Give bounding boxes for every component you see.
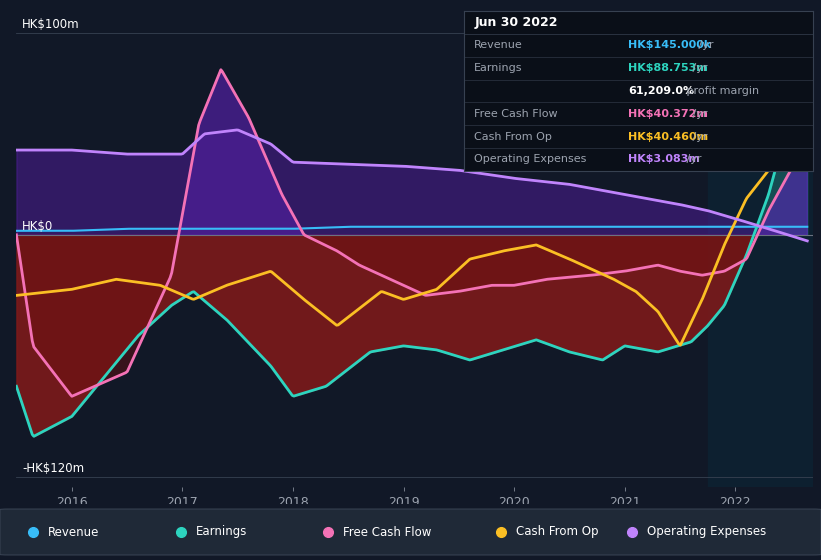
Text: Earnings: Earnings [475, 63, 523, 73]
Text: Earnings: Earnings [195, 525, 247, 539]
Text: Revenue: Revenue [475, 40, 523, 50]
Text: Cash From Op: Cash From Op [475, 132, 553, 142]
Text: 61,209.0%: 61,209.0% [628, 86, 694, 96]
Text: HK$0: HK$0 [22, 220, 53, 233]
Text: Jun 30 2022: Jun 30 2022 [475, 16, 557, 29]
FancyBboxPatch shape [0, 509, 821, 555]
Text: profit margin: profit margin [683, 86, 759, 96]
Text: HK$3.083m: HK$3.083m [628, 155, 699, 165]
Text: HK$40.372m: HK$40.372m [628, 109, 708, 119]
Text: -HK$120m: -HK$120m [22, 462, 84, 475]
Text: /yr: /yr [689, 63, 708, 73]
Bar [708, 17, 813, 487]
Text: Free Cash Flow: Free Cash Flow [475, 109, 558, 119]
Text: /yr: /yr [689, 109, 708, 119]
Text: HK$145.000k: HK$145.000k [628, 40, 711, 50]
Text: Operating Expenses: Operating Expenses [475, 155, 587, 165]
Text: Operating Expenses: Operating Expenses [647, 525, 766, 539]
Text: HK$100m: HK$100m [22, 18, 80, 31]
Text: HK$88.753m: HK$88.753m [628, 63, 708, 73]
Text: Cash From Op: Cash From Op [516, 525, 598, 539]
Text: /yr: /yr [689, 132, 708, 142]
Text: Revenue: Revenue [48, 525, 99, 539]
Text: /yr: /yr [683, 155, 701, 165]
Text: Free Cash Flow: Free Cash Flow [343, 525, 432, 539]
Text: HK$40.460m: HK$40.460m [628, 132, 708, 142]
Text: /yr: /yr [695, 40, 713, 50]
